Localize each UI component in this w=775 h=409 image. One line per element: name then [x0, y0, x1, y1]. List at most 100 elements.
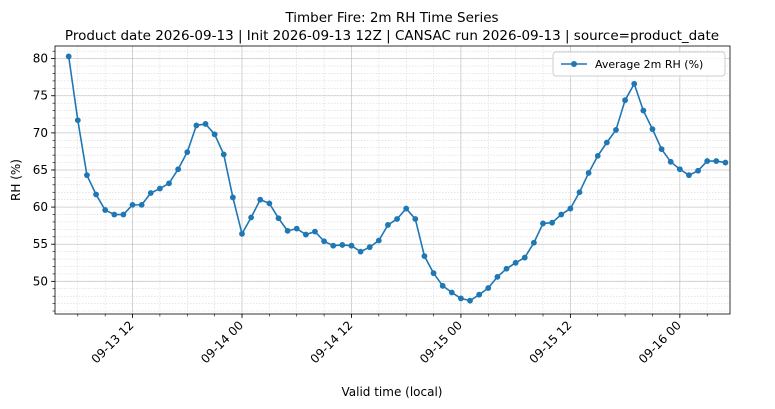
data-point — [302, 231, 309, 238]
data-point — [430, 270, 437, 277]
data-point — [540, 220, 546, 227]
data-point — [649, 126, 656, 133]
data-point — [330, 242, 337, 249]
data-point — [458, 295, 464, 302]
data-point — [503, 265, 510, 272]
data-point — [585, 170, 592, 176]
data-point — [111, 211, 118, 218]
data-point — [622, 97, 629, 104]
x-axis: 09-13 12 09-14 00 09-14 12 09-15 00 09-15 12… — [77, 314, 708, 366]
data-point — [385, 222, 391, 228]
data-point — [521, 254, 528, 261]
data-point — [93, 191, 99, 198]
legend: Average 2m RH (%) — [552, 51, 726, 77]
data-point — [485, 285, 492, 291]
data-point — [156, 185, 163, 192]
data-point — [631, 80, 638, 87]
data-point — [594, 152, 601, 159]
y-tick-label: 80 — [33, 52, 48, 66]
x-tick-label: 09-15 00 — [417, 318, 465, 366]
data-point — [65, 53, 72, 60]
data-point — [120, 211, 127, 218]
data-point — [129, 201, 136, 208]
data-point — [193, 122, 200, 129]
data-point — [549, 219, 556, 226]
series-layer — [65, 53, 729, 304]
data-point — [257, 196, 264, 203]
data-point — [658, 146, 665, 153]
data-point — [667, 158, 674, 165]
data-point — [722, 159, 729, 166]
x-axis-label: Valid time (local) — [342, 385, 443, 399]
series-line — [67, 56, 726, 302]
data-point — [704, 158, 711, 164]
data-point — [312, 228, 318, 235]
data-point — [348, 242, 355, 249]
data-point — [366, 244, 373, 251]
data-point — [530, 239, 537, 246]
data-point — [220, 151, 227, 158]
data-point — [403, 205, 410, 212]
data-point — [175, 166, 182, 173]
chart-title: Timber Fire: 2m RH Time Series — [284, 10, 498, 26]
grid — [55, 46, 730, 314]
data-point — [448, 289, 455, 296]
data-point — [412, 216, 419, 222]
data-point — [695, 167, 701, 174]
data-point — [494, 273, 501, 280]
data-point — [202, 121, 209, 127]
data-point — [339, 242, 346, 248]
data-point — [321, 238, 327, 245]
data-point — [284, 227, 291, 234]
chart-subtitle: Product date 2026-09-13 | Init 2026-09-1… — [65, 28, 719, 44]
data-point — [74, 117, 81, 124]
data-point — [476, 291, 483, 298]
x-tick-label: 09-15 12 — [526, 318, 574, 366]
y-tick-label: 60 — [33, 200, 48, 214]
data-point — [275, 215, 282, 222]
data-point — [166, 180, 172, 187]
x-tick-label: 09-14 00 — [198, 318, 246, 366]
data-point — [686, 172, 692, 179]
data-point — [603, 139, 610, 146]
data-point — [138, 201, 145, 208]
data-point — [676, 166, 683, 173]
legend-entry: Average 2m RH (%) — [595, 58, 703, 71]
y-tick-label: 70 — [33, 126, 48, 140]
y-tick-label: 55 — [33, 237, 48, 251]
legend-box — [552, 51, 726, 77]
data-point — [248, 214, 255, 221]
y-tick-label: 50 — [33, 274, 48, 288]
data-point — [229, 194, 236, 201]
data-point — [102, 207, 109, 213]
data-point — [239, 230, 245, 237]
x-tick-label: 09-16 00 — [636, 318, 684, 366]
data-point — [357, 248, 364, 255]
data-point — [576, 189, 583, 196]
data-point — [439, 282, 446, 289]
y-tick-label: 75 — [33, 89, 48, 103]
data-point — [266, 200, 273, 207]
y-axis-label: RH (%) — [9, 159, 23, 201]
data-point — [147, 190, 154, 196]
data-point — [567, 205, 574, 212]
y-axis: 50 55 60 65 70 75 80 — [33, 50, 55, 312]
data-point — [421, 253, 428, 259]
data-point — [394, 216, 400, 222]
data-point — [211, 131, 218, 138]
x-tick-label: 09-14 12 — [308, 318, 356, 366]
legend-marker — [571, 61, 577, 67]
data-point — [512, 259, 519, 266]
data-point — [84, 172, 90, 179]
data-point — [375, 237, 382, 244]
plot-frame — [54, 45, 731, 315]
data-point — [613, 126, 619, 133]
data-point — [640, 107, 647, 114]
data-point — [558, 211, 565, 218]
data-point — [713, 158, 720, 164]
x-tick-label: 09-13 12 — [89, 318, 137, 366]
data-point — [293, 225, 300, 232]
data-point — [184, 149, 191, 156]
y-tick-label: 65 — [33, 163, 48, 177]
